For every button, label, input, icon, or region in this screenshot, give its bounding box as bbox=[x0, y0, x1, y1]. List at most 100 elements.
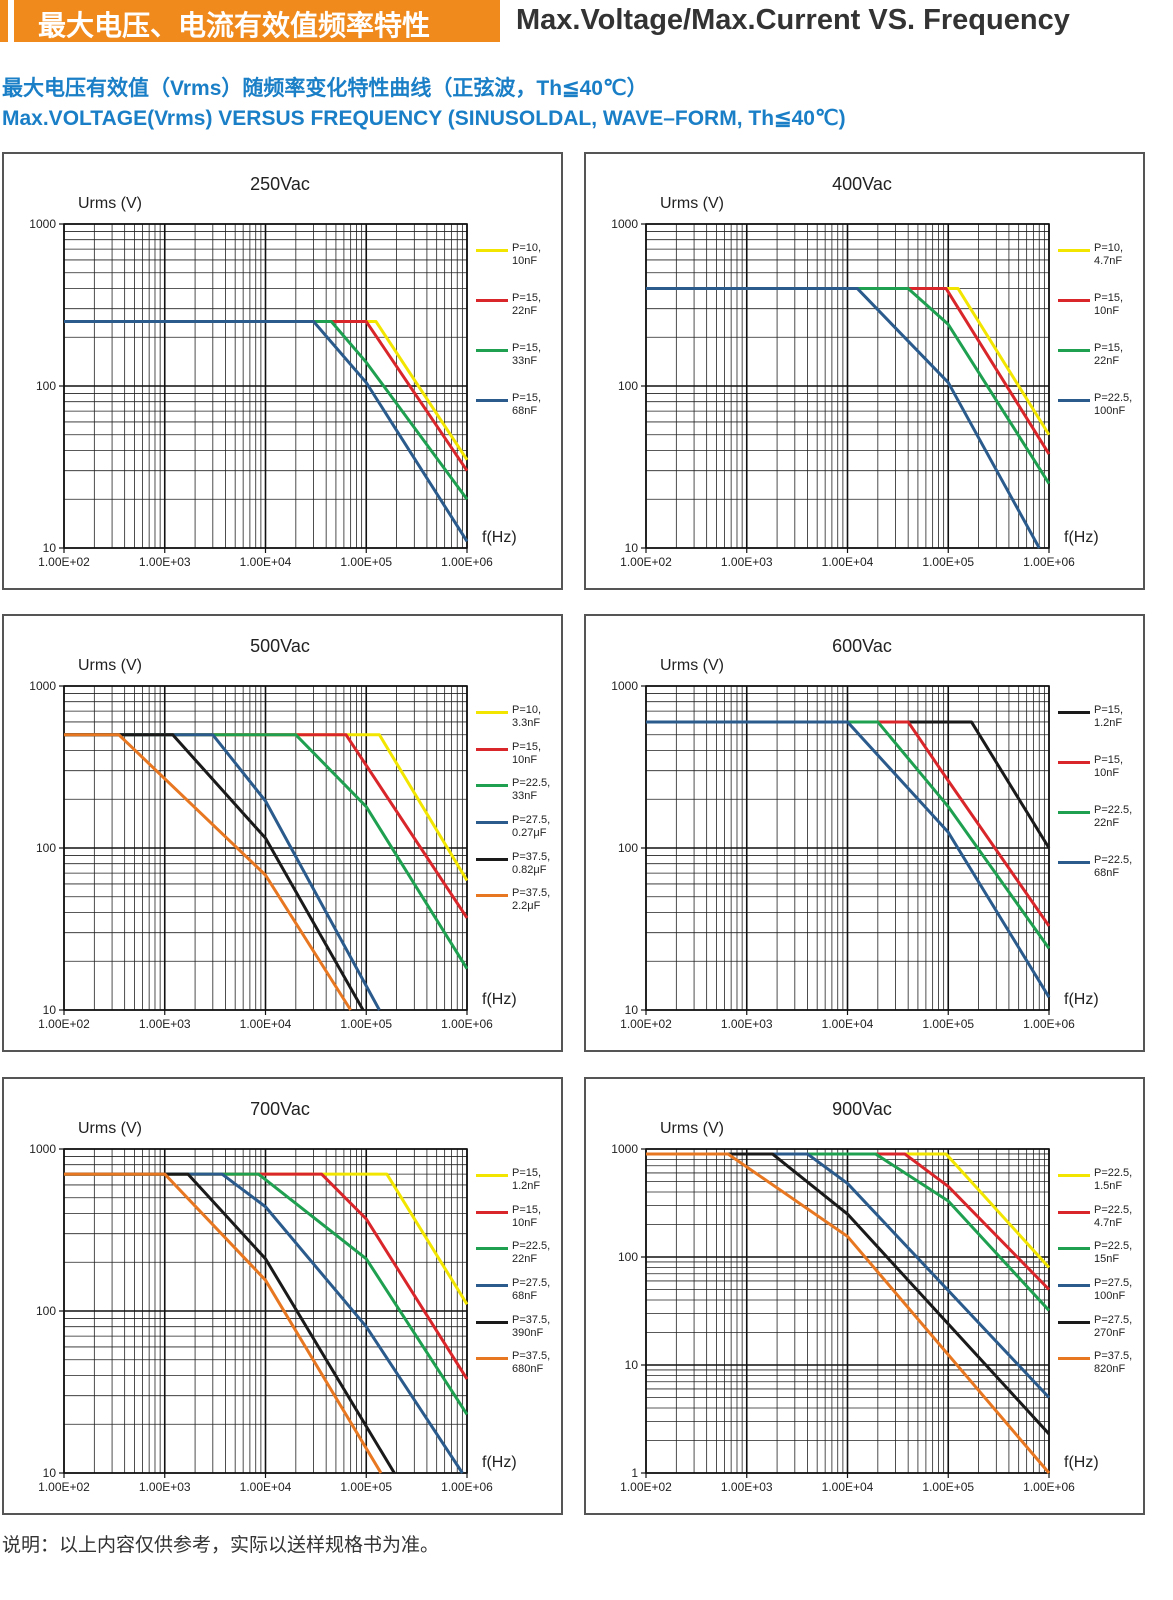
x-tick-label: 1.00E+06 bbox=[1023, 1480, 1075, 1494]
y-tick-label: 10 bbox=[625, 541, 639, 555]
x-tick-label: 1.00E+02 bbox=[38, 1017, 90, 1031]
plot-border bbox=[63, 1148, 468, 1474]
legend-label: P=37.5, 680nF bbox=[512, 1350, 551, 1376]
legend-label: P=15, 1.2nF bbox=[512, 1167, 542, 1192]
x-axis-label: f(Hz) bbox=[482, 529, 517, 546]
plot-border bbox=[645, 223, 1050, 549]
legend-label: P=37.5, 820nF bbox=[1094, 1350, 1133, 1376]
legend-swatch bbox=[476, 1320, 508, 1324]
legend-label: P=22.5, 22nF bbox=[1094, 804, 1133, 829]
legend-label: P=10, 3.3nF bbox=[512, 704, 542, 729]
x-tick-label: 1.00E+04 bbox=[240, 1480, 292, 1494]
plot-border bbox=[63, 223, 468, 549]
plot-area: 1.00E+02 1.00E+03 1.00E+04 1.00E+05 1.00E+06… bbox=[29, 1142, 493, 1494]
chart-panel: 1.00E+02 1.00E+03 1.00E+04 1.00E+05 1.00E+06… bbox=[584, 614, 1145, 1052]
legend-swatch bbox=[476, 894, 508, 898]
plot-area: 1.00E+02 1.00E+03 1.00E+04 1.00E+05 1.00E+06… bbox=[611, 679, 1075, 1031]
x-tick-label: 1.00E+04 bbox=[822, 555, 874, 569]
y-axis-label: Urms (V) bbox=[660, 195, 724, 212]
y-tick-label: 1000 bbox=[29, 679, 56, 693]
legend-label: P=15, 22nF bbox=[512, 292, 542, 317]
legend-label: P=37.5, 0.82μF bbox=[512, 850, 551, 876]
y-tick-label: 10 bbox=[43, 1003, 57, 1017]
legend-label: P=22.5, 68nF bbox=[1094, 854, 1133, 879]
legend-swatch bbox=[476, 857, 508, 861]
y-tick-label: 10 bbox=[625, 1003, 639, 1017]
y-tick-label: 1000 bbox=[611, 679, 638, 693]
legend-swatch bbox=[476, 747, 508, 751]
plot-area: 1.00E+02 1.00E+03 1.00E+04 1.00E+05 1.00E+06… bbox=[611, 1142, 1075, 1494]
x-tick-label: 1.00E+02 bbox=[38, 1480, 90, 1494]
legend-swatch bbox=[1058, 811, 1090, 814]
legend-label: P=15, 10nF bbox=[512, 740, 542, 766]
plot-area: 1.00E+02 1.00E+03 1.00E+04 1.00E+05 1.00E+06… bbox=[29, 217, 493, 569]
chart-title: 600Vac bbox=[832, 636, 892, 656]
y-tick-label: 1000 bbox=[29, 217, 56, 231]
y-tick-label: 1000 bbox=[611, 1142, 638, 1156]
chart-panel: 1.00E+02 1.00E+03 1.00E+04 1.00E+05 1.00E+06… bbox=[584, 1077, 1145, 1515]
x-axis-label: f(Hz) bbox=[482, 991, 517, 1008]
x-tick-label: 1.00E+02 bbox=[38, 555, 90, 569]
y-tick-label: 100 bbox=[36, 379, 56, 393]
header-box bbox=[14, 0, 500, 42]
chart-title: 400Vac bbox=[832, 174, 892, 194]
series-line bbox=[646, 720, 1051, 998]
chart: 1.00E+02 1.00E+03 1.00E+04 1.00E+05 1.00E+06… bbox=[29, 636, 517, 1031]
plot-area: 1.00E+02 1.00E+03 1.00E+04 1.00E+05 1.00E+06… bbox=[29, 679, 493, 1031]
x-tick-label: 1.00E+06 bbox=[441, 1017, 493, 1031]
legend-label: P=22.5, 33nF bbox=[512, 777, 551, 803]
x-tick-label: 1.00E+04 bbox=[822, 1480, 874, 1494]
legend-label: P=22.5, 1.5nF bbox=[1094, 1167, 1133, 1192]
y-tick-label: 100 bbox=[618, 841, 638, 855]
legend-swatch bbox=[1058, 1247, 1090, 1251]
x-tick-label: 1.00E+03 bbox=[721, 1017, 773, 1031]
legend-label: P=15, 10nF bbox=[1094, 292, 1124, 317]
legend-swatch bbox=[1058, 349, 1090, 352]
chart-panel: 1.00E+02 1.00E+03 1.00E+04 1.00E+05 1.00E+06… bbox=[2, 152, 563, 590]
chart-title: 250Vac bbox=[250, 174, 310, 194]
subtitle-en: Max.VOLTAGE(Vrms) VERSUS FREQUENCY (SINU… bbox=[2, 107, 846, 130]
series-line bbox=[646, 286, 1041, 549]
x-tick-label: 1.00E+05 bbox=[922, 1017, 974, 1031]
plot-area: 1.00E+02 1.00E+03 1.00E+04 1.00E+05 1.00E+06… bbox=[611, 217, 1075, 569]
y-tick-label: 10 bbox=[43, 1466, 57, 1480]
chart: 1.00E+02 1.00E+03 1.00E+04 1.00E+05 1.00E+06… bbox=[611, 1099, 1099, 1494]
chart-title: 700Vac bbox=[250, 1099, 310, 1119]
legend-swatch bbox=[1058, 1284, 1090, 1287]
legend-swatch bbox=[476, 249, 508, 252]
legend-swatch bbox=[1058, 711, 1090, 714]
legend-swatch bbox=[1058, 761, 1090, 764]
chart-title: 900Vac bbox=[832, 1099, 892, 1119]
legend-label: P=15, 10nF bbox=[1094, 754, 1124, 779]
y-tick-label: 100 bbox=[36, 1304, 56, 1318]
x-tick-label: 1.00E+04 bbox=[240, 1017, 292, 1031]
legend-label: P=15, 68nF bbox=[512, 392, 542, 417]
chart-panel: 1.00E+02 1.00E+03 1.00E+04 1.00E+05 1.00E+06… bbox=[2, 1077, 563, 1515]
y-axis-label: Urms (V) bbox=[660, 1120, 724, 1137]
chart-panel: 1.00E+02 1.00E+03 1.00E+04 1.00E+05 1.00E+06… bbox=[2, 614, 563, 1052]
x-tick-label: 1.00E+05 bbox=[340, 1017, 392, 1031]
series-line bbox=[64, 733, 352, 1011]
chart: 1.00E+02 1.00E+03 1.00E+04 1.00E+05 1.00E+06… bbox=[29, 1099, 517, 1494]
x-axis-label: f(Hz) bbox=[1064, 1454, 1099, 1471]
header-title-cn: 最大电压、电流有效值频率特性 bbox=[38, 9, 431, 42]
x-axis-label: f(Hz) bbox=[482, 1454, 517, 1471]
x-tick-label: 1.00E+06 bbox=[441, 1480, 493, 1494]
x-tick-label: 1.00E+03 bbox=[721, 555, 773, 569]
legend-label: P=22.5, 4.7nF bbox=[1094, 1203, 1133, 1229]
x-tick-label: 1.00E+06 bbox=[1023, 555, 1075, 569]
legend-label: P=15, 22nF bbox=[1094, 342, 1124, 367]
y-tick-label: 100 bbox=[618, 379, 638, 393]
x-tick-label: 1.00E+05 bbox=[340, 555, 392, 569]
legend-swatch bbox=[476, 821, 508, 824]
x-tick-label: 1.00E+05 bbox=[922, 555, 974, 569]
legend-label: P=27.5, 0.27μF bbox=[512, 814, 551, 839]
legend-swatch bbox=[476, 1210, 508, 1214]
chart-panel: 1.00E+02 1.00E+03 1.00E+04 1.00E+05 1.00E+06… bbox=[584, 152, 1145, 590]
legend-swatch bbox=[1058, 1357, 1090, 1361]
legend-label: P=27.5, 68nF bbox=[512, 1277, 551, 1302]
series-line bbox=[646, 1152, 1051, 1474]
y-axis-label: Urms (V) bbox=[660, 657, 724, 674]
plot-border bbox=[645, 1148, 1050, 1474]
y-axis-label: Urms (V) bbox=[78, 195, 142, 212]
